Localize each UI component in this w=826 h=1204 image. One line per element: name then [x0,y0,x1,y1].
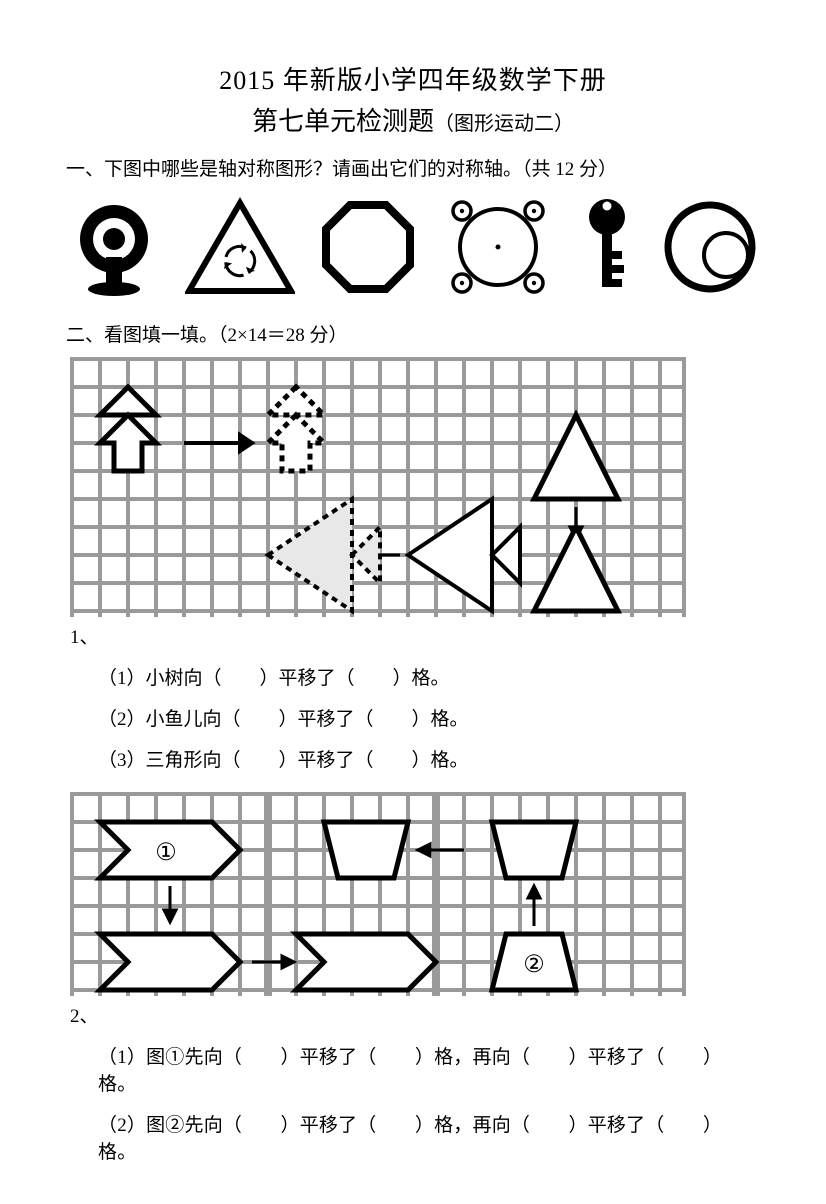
section-2-heading: 二、看图填一填。（2×14＝28 分） [66,320,756,347]
circle-dots-icon [442,197,554,302]
q1-number: 1、 [70,622,99,649]
title-line-2: 第七单元检测题（图形运动二） [70,101,756,138]
key-icon [577,195,637,304]
q1-line-3: （3）三角形向（ ）平移了（ ）格。 [98,745,756,772]
crescent-circle-icon [660,197,760,302]
section-1-heading: 一、下图中哪些是轴对称图形？请画出它们的对称轴。（共 12 分） [66,154,756,181]
webcam-icon [66,197,162,302]
q1-line-2: （2）小鱼儿向（ ）平移了（ ）格。 [98,704,756,731]
title-line-1: 2015 年新版小学四年级数学下册 [70,60,756,97]
q2-line-2: （2）图②先向（ ）平移了（ ）格，再向（ ）平移了（ ）格。 [98,1110,756,1164]
symmetry-icons-row [66,195,760,304]
title-main: 第七单元检测题 [252,107,434,136]
label-circ2: ② [523,952,545,978]
grid-figure-2: ① [70,792,756,1001]
title-sub: （图形运动二） [434,113,574,135]
octagon-icon [318,197,418,302]
grid-figure-1 [70,357,756,622]
q2-line-1: （1）图①先向（ ）平移了（ ）格，再向（ ）平移了（ ）格。 [98,1042,756,1096]
q1-line-1: （1）小树向（ ）平移了（ ）格。 [98,663,756,690]
label-circ1: ① [155,840,177,866]
q2-number: 2、 [70,1001,99,1028]
recycle-triangle-icon [185,197,295,302]
